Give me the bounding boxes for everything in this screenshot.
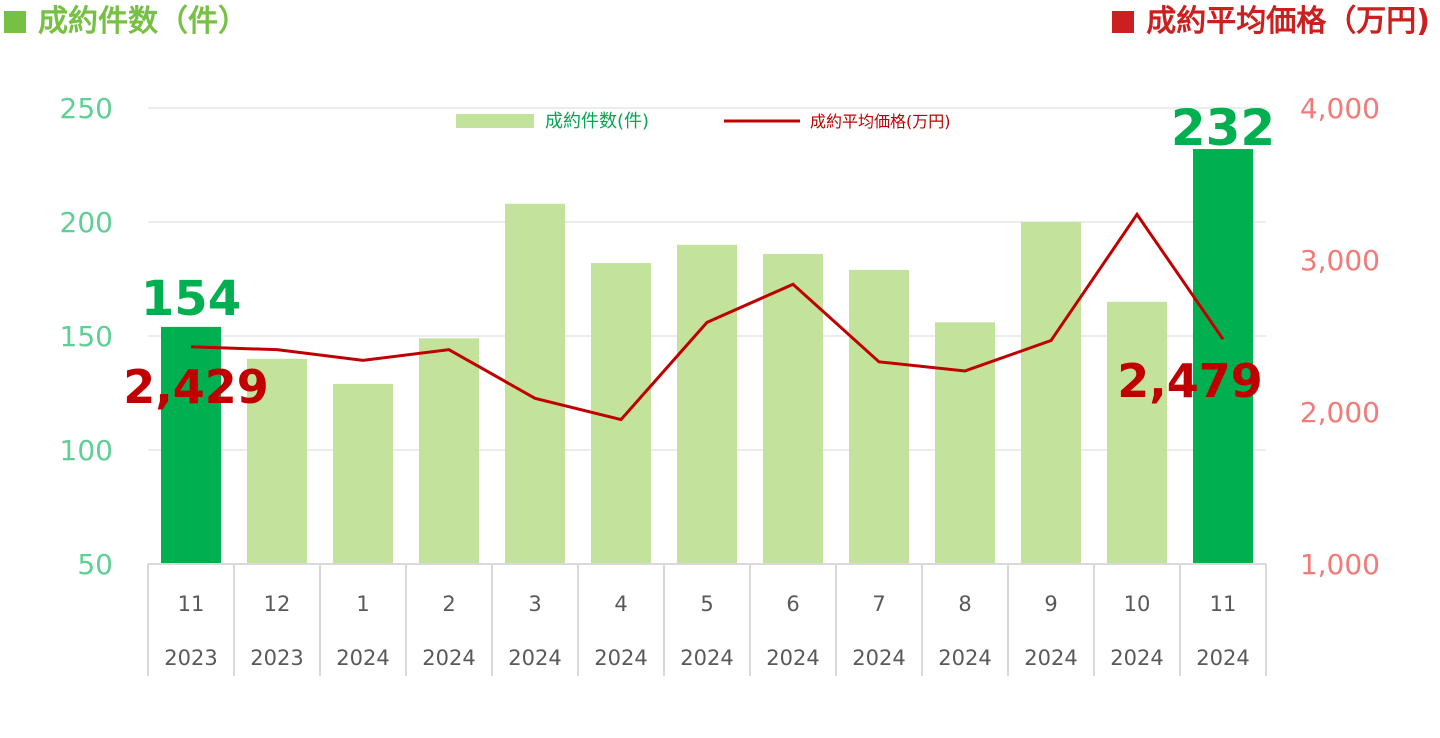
red-square-icon	[1112, 11, 1135, 33]
x-year-label: 2024	[680, 646, 733, 670]
bar	[1107, 301, 1167, 564]
left-axis-tick-label: 100	[60, 434, 113, 467]
x-year-label: 2023	[164, 646, 217, 670]
legend-bar-label: 成約件数(件)	[545, 111, 649, 132]
line-value-label-first: 2,429	[123, 360, 269, 414]
x-month-label: 2	[442, 592, 455, 616]
bar-highlight	[1193, 149, 1253, 565]
x-month-label: 5	[700, 592, 713, 616]
legend-bar-swatch	[456, 114, 534, 128]
green-square-icon	[4, 11, 26, 33]
x-year-label: 2024	[852, 646, 905, 670]
x-month-label: 8	[958, 592, 971, 616]
bar	[333, 383, 393, 564]
bar-value-label-last: 232	[1171, 99, 1275, 157]
x-month-label: 6	[786, 592, 799, 616]
left-axis-tick-label: 150	[60, 320, 113, 353]
right-axis-title: 成約平均価格（万円)	[1112, 2, 1430, 42]
left-axis-title: 成約件数（件）	[4, 2, 248, 42]
bar	[677, 244, 737, 565]
legend-line-label: 成約平均価格(万円)	[810, 112, 951, 131]
left-axis-tick-label: 250	[60, 92, 113, 125]
bar	[935, 322, 995, 564]
price-line	[190, 211, 1225, 422]
bar	[763, 253, 823, 565]
x-month-label: 1	[356, 592, 369, 616]
x-month-label: 10	[1124, 592, 1151, 616]
x-month-label: 4	[614, 592, 627, 616]
line-value-label-last: 2,479	[1117, 354, 1263, 408]
x-month-label: 11	[178, 592, 205, 616]
bar	[419, 338, 479, 564]
x-year-label: 2023	[250, 646, 303, 670]
x-year-label: 2024	[594, 646, 647, 670]
x-year-label: 2024	[336, 646, 389, 670]
x-year-label: 2024	[1196, 646, 1249, 670]
x-month-label: 11	[1210, 592, 1237, 616]
x-month-label: 3	[528, 592, 541, 616]
left-axis-tick-label: 50	[77, 548, 113, 581]
x-year-label: 2024	[1110, 646, 1163, 670]
bar	[1021, 222, 1081, 564]
x-month-label: 9	[1044, 592, 1057, 616]
x-month-label: 12	[264, 592, 291, 616]
x-month-label: 7	[872, 592, 885, 616]
bar	[247, 358, 307, 564]
right-axis-tick-label: 1,000	[1300, 548, 1380, 581]
right-axis-title-text: 成約平均価格（万円)	[1146, 4, 1430, 39]
bar-highlight	[161, 326, 221, 564]
bar	[505, 203, 565, 564]
x-year-label: 2024	[938, 646, 991, 670]
x-year-label: 2024	[422, 646, 475, 670]
x-year-label: 2024	[766, 646, 819, 670]
bar-value-label-first: 154	[141, 271, 241, 327]
right-axis-tick-label: 4,000	[1300, 92, 1380, 125]
right-axis-tick-label: 3,000	[1300, 244, 1380, 277]
left-axis-tick-label: 200	[60, 206, 113, 239]
left-axis-title-text: 成約件数（件）	[38, 4, 248, 39]
bar	[849, 269, 909, 564]
x-year-label: 2024	[1024, 646, 1077, 670]
right-axis-tick-label: 2,000	[1300, 396, 1380, 429]
x-year-label: 2024	[508, 646, 561, 670]
